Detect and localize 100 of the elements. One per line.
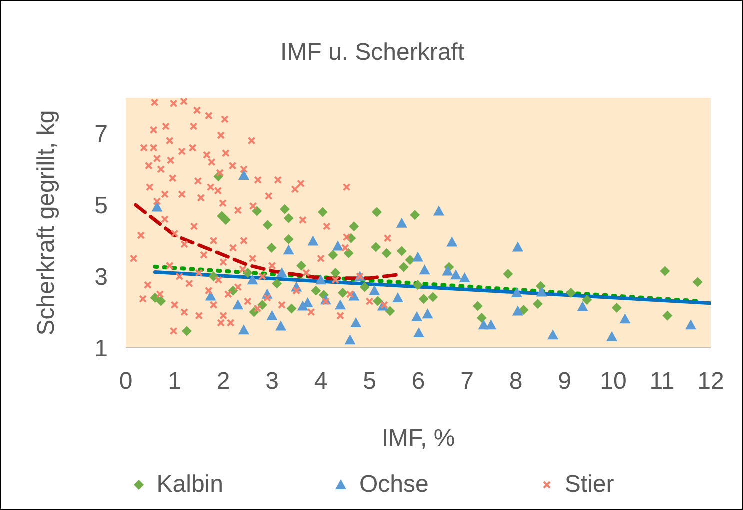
x-tick-label: 0 [119, 368, 133, 396]
point [446, 236, 458, 247]
point [410, 210, 420, 220]
point [433, 206, 444, 216]
point [350, 318, 362, 328]
point [511, 288, 522, 298]
point [328, 250, 338, 260]
point [208, 272, 219, 282]
point [280, 204, 290, 214]
point [232, 300, 244, 310]
point [182, 326, 192, 336]
point [311, 286, 322, 296]
point [418, 294, 429, 304]
point [396, 218, 408, 228]
point [412, 311, 423, 322]
point [518, 305, 529, 316]
point [266, 310, 278, 320]
point [371, 242, 382, 252]
point [252, 206, 262, 216]
point [338, 288, 348, 298]
y-tick-label: 3 [94, 264, 108, 292]
point [398, 262, 409, 272]
point [360, 282, 370, 292]
chart-title: IMF u. Scherkraft [279, 39, 466, 67]
point [286, 304, 297, 314]
point [283, 244, 294, 255]
point [566, 288, 576, 298]
point [272, 278, 282, 289]
point [316, 274, 326, 285]
point [612, 303, 622, 313]
point [536, 286, 548, 297]
y-tick-label: 1 [94, 336, 108, 363]
point [276, 268, 288, 278]
point [396, 246, 407, 256]
point [284, 234, 294, 244]
point [392, 292, 404, 302]
point [385, 306, 396, 316]
x-tick-label: 12 [698, 368, 724, 396]
point [238, 324, 250, 335]
point [442, 266, 454, 276]
point [332, 240, 344, 251]
x-tick-label: 4 [314, 368, 328, 396]
point [686, 320, 697, 330]
point [284, 213, 294, 224]
point [606, 331, 618, 342]
point [247, 274, 258, 285]
point [242, 268, 253, 278]
y-tick-label: 5 [94, 192, 108, 220]
x-tick-label: 7 [460, 368, 474, 396]
x-axis-title: IMF, % [380, 425, 456, 453]
point [532, 299, 543, 310]
point [512, 306, 524, 316]
point [413, 328, 424, 338]
point [308, 236, 319, 246]
x-tick-label: 5 [363, 368, 376, 396]
point [413, 280, 424, 290]
point [450, 270, 462, 280]
point [503, 269, 514, 280]
point [330, 268, 341, 278]
point [262, 220, 273, 230]
point [692, 277, 703, 288]
point [266, 243, 277, 253]
point [335, 300, 346, 310]
point [476, 313, 487, 323]
point [548, 330, 559, 340]
x-tick-label: 1 [168, 368, 182, 396]
point [369, 285, 380, 296]
legend-label: Stier [564, 471, 614, 499]
point [258, 300, 268, 310]
point [662, 310, 673, 321]
point [372, 207, 382, 218]
point [419, 264, 430, 275]
point [486, 320, 497, 330]
point [276, 320, 287, 331]
point [660, 266, 670, 276]
legend-label: Ochse [359, 471, 429, 499]
point [238, 170, 250, 180]
x-tick-label: 3 [266, 368, 279, 396]
point [582, 295, 592, 306]
x-tick-label: 9 [558, 368, 572, 396]
point [152, 202, 163, 212]
x-tick-label: 8 [509, 368, 523, 396]
y-tick-label: 7 [94, 121, 108, 148]
point [459, 272, 470, 282]
x-tick-label: 6 [412, 368, 426, 396]
point [349, 222, 360, 232]
point [577, 301, 588, 312]
point [422, 308, 434, 319]
point [512, 242, 524, 252]
point [344, 334, 356, 345]
point [428, 292, 438, 302]
point [472, 301, 483, 312]
point [382, 248, 392, 258]
point [296, 260, 306, 271]
point [620, 314, 631, 324]
legend-label: Kalbin [156, 471, 224, 499]
point [405, 255, 416, 266]
point [373, 296, 384, 306]
x-tick-label: 10 [600, 368, 627, 396]
point [150, 293, 160, 303]
